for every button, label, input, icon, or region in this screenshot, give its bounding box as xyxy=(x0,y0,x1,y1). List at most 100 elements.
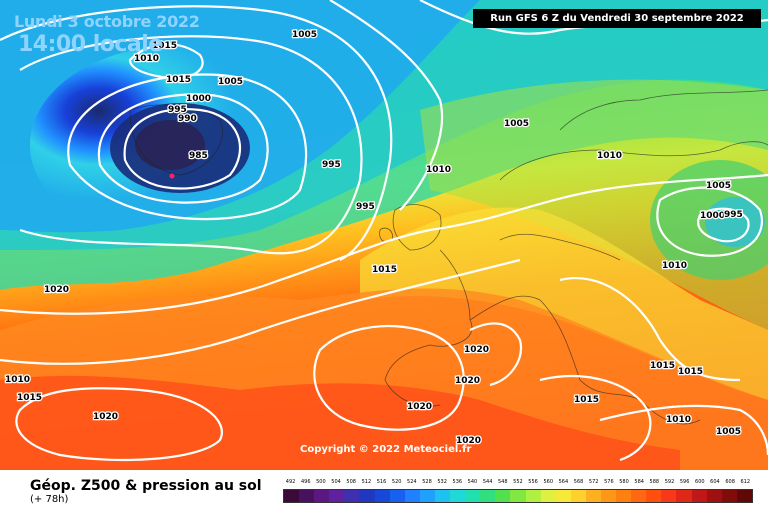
scale-color-swatch xyxy=(389,490,405,502)
scale-tick-label: 528 xyxy=(422,479,432,485)
scale-color-swatch xyxy=(329,490,345,502)
map-title: Géop. Z500 & pression au sol xyxy=(30,478,262,494)
scale-color-swatch xyxy=(721,490,737,502)
scale-tick-label: 500 xyxy=(316,479,326,485)
yellow-ridge xyxy=(360,207,768,400)
scale-tick-label: 536 xyxy=(452,479,463,485)
isobar-label: 1015 xyxy=(152,41,177,51)
scale-color-swatch xyxy=(495,490,511,502)
copyright-notice: Copyright © 2022 Meteociel.fr xyxy=(300,444,472,455)
isobar-label: 985 xyxy=(189,151,208,161)
scale-tick-label: 564 xyxy=(558,479,569,485)
scale-tick-label: 608 xyxy=(725,479,735,485)
isobar-label: 1020 xyxy=(464,345,489,355)
isobar-label: 1010 xyxy=(134,54,159,64)
scale-color-swatch xyxy=(570,490,586,502)
scale-tick-label: 576 xyxy=(604,479,614,485)
isobar-label: 1020 xyxy=(93,412,118,422)
scale-color-swatch xyxy=(585,490,601,502)
color-scale-labels: 492 496 500 504 508 512 516 520 524 528 532 536 540 5… xyxy=(283,479,753,488)
scale-color-swatch xyxy=(676,490,692,502)
scale-tick-label: 560 xyxy=(543,479,553,485)
isobar-label: 1010 xyxy=(666,415,691,425)
isobar-label: 1010 xyxy=(5,375,30,385)
isobar-label: 1020 xyxy=(456,436,481,446)
scale-tick-label: 516 xyxy=(376,479,387,485)
scale-tick-label: 544 xyxy=(482,479,493,485)
isobar-label: 1000 xyxy=(186,94,211,104)
forecast-lead-time: (+ 78h) xyxy=(30,494,69,505)
scale-color-swatch xyxy=(646,490,662,502)
scale-tick-label: 496 xyxy=(300,479,311,485)
scale-tick-label: 548 xyxy=(497,479,508,485)
geopotential-map: 1015 1010 1015 1005 1000 995 990 985 100… xyxy=(0,0,768,470)
scale-color-swatch xyxy=(404,490,420,502)
isobar-label: 1005 xyxy=(706,181,731,191)
scale-tick-label: 552 xyxy=(513,479,523,485)
scale-color-swatch xyxy=(359,490,375,502)
isobar-label: 990 xyxy=(178,114,197,124)
isobar-label: 1015 xyxy=(678,367,703,377)
scale-color-swatch xyxy=(691,490,707,502)
low-center-marker xyxy=(169,173,175,179)
scale-tick-label: 600 xyxy=(695,479,705,485)
scale-color-swatch xyxy=(555,490,571,502)
scale-color-swatch xyxy=(299,490,315,502)
isobar-label: 1005 xyxy=(716,427,741,437)
scale-tick-label: 596 xyxy=(679,479,690,485)
isobar-label: 1015 xyxy=(372,265,397,275)
scale-color-swatch xyxy=(284,490,300,502)
model-run-info: Run GFS 6 Z du Vendredi 30 septembre 202… xyxy=(473,9,761,28)
isobar-label: 1020 xyxy=(455,376,480,386)
scale-tick-label: 568 xyxy=(573,479,584,485)
scale-tick-label: 604 xyxy=(710,479,720,485)
isobar-label: 1010 xyxy=(426,165,451,175)
color-scale-swatches xyxy=(283,489,753,503)
scale-color-swatch xyxy=(434,490,451,502)
isobar-label: 995 xyxy=(724,210,743,220)
scale-tick-label: 508 xyxy=(346,479,356,485)
scale-tick-label: 556 xyxy=(528,479,538,485)
isobar-label: 1005 xyxy=(504,119,529,129)
scale-tick-label: 584 xyxy=(634,479,644,485)
scale-color-swatch xyxy=(525,490,541,502)
isobar-label: 1005 xyxy=(218,77,243,87)
scale-color-swatch xyxy=(374,490,390,502)
isobar-label: 1020 xyxy=(44,285,69,295)
isobar-label: 1010 xyxy=(662,261,687,271)
scale-color-swatch xyxy=(450,490,466,502)
scale-color-swatch xyxy=(631,490,647,502)
scale-color-swatch xyxy=(736,490,752,502)
forecast-local-time: 14:00 locale xyxy=(18,32,163,57)
scale-tick-label: 592 xyxy=(664,479,675,485)
isobar-label: 995 xyxy=(168,105,187,115)
scale-color-swatch xyxy=(616,490,632,502)
scale-tick-label: 524 xyxy=(407,479,417,485)
scale-tick-label: 492 xyxy=(285,479,296,485)
scale-color-swatch xyxy=(540,490,556,502)
isobar-label: 1015 xyxy=(166,75,191,85)
pressure-labels: 1015 1010 1015 1005 1000 995 990 985 100… xyxy=(4,29,744,448)
scale-tick-label: 612 xyxy=(740,479,751,485)
isobar-label: 1015 xyxy=(17,393,42,403)
isobar-label: 995 xyxy=(322,160,341,170)
scale-color-swatch xyxy=(314,490,330,502)
scale-tick-label: 588 xyxy=(649,479,660,485)
isobar-label: 995 xyxy=(356,202,375,212)
red-field xyxy=(0,375,680,470)
scale-tick-label: 572 xyxy=(588,479,599,485)
scale-tick-label: 580 xyxy=(619,479,629,485)
isobar-label: 1020 xyxy=(407,402,432,412)
scale-tick-label: 512 xyxy=(361,479,372,485)
scale-tick-label: 520 xyxy=(391,479,402,485)
scale-color-swatch xyxy=(706,490,722,502)
scale-tick-label: 532 xyxy=(437,479,447,485)
scale-color-swatch xyxy=(344,490,360,502)
isobar-label: 1010 xyxy=(597,151,622,161)
scale-color-swatch xyxy=(600,490,617,502)
scale-color-swatch xyxy=(465,490,481,502)
isobar-label: 1015 xyxy=(650,361,675,371)
scale-tick-label: 504 xyxy=(331,479,341,485)
isobar-label: 1005 xyxy=(292,30,317,40)
